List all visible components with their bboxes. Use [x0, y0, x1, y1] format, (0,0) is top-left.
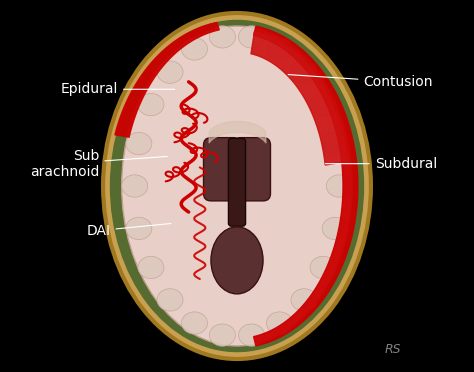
FancyBboxPatch shape	[203, 138, 241, 201]
Ellipse shape	[210, 26, 236, 48]
Text: RS: RS	[385, 343, 401, 356]
Ellipse shape	[291, 289, 317, 311]
Ellipse shape	[157, 289, 183, 311]
Ellipse shape	[122, 26, 352, 346]
Polygon shape	[254, 26, 358, 346]
Ellipse shape	[126, 132, 152, 155]
Text: Contusion: Contusion	[288, 74, 433, 89]
Ellipse shape	[266, 38, 292, 60]
Text: Epidural: Epidural	[61, 82, 175, 96]
Ellipse shape	[210, 324, 236, 346]
Ellipse shape	[310, 93, 336, 116]
Ellipse shape	[310, 256, 336, 279]
FancyBboxPatch shape	[233, 138, 271, 201]
Ellipse shape	[157, 61, 183, 83]
Ellipse shape	[238, 26, 264, 48]
Ellipse shape	[211, 227, 263, 294]
Ellipse shape	[110, 20, 364, 352]
FancyBboxPatch shape	[228, 138, 246, 226]
Ellipse shape	[138, 256, 164, 279]
Ellipse shape	[291, 61, 317, 83]
Ellipse shape	[122, 175, 148, 197]
Text: Subdural: Subdural	[325, 157, 437, 171]
Ellipse shape	[322, 132, 348, 155]
Ellipse shape	[126, 217, 152, 240]
Ellipse shape	[103, 13, 371, 359]
Ellipse shape	[182, 312, 208, 334]
Text: DAI: DAI	[87, 224, 171, 238]
Ellipse shape	[322, 217, 348, 240]
Ellipse shape	[138, 93, 164, 116]
Polygon shape	[115, 22, 219, 137]
Ellipse shape	[238, 324, 264, 346]
Polygon shape	[251, 32, 347, 165]
Ellipse shape	[266, 312, 292, 334]
Text: Sub
arachnoid: Sub arachnoid	[30, 148, 167, 179]
Ellipse shape	[326, 175, 352, 197]
Ellipse shape	[182, 38, 208, 60]
